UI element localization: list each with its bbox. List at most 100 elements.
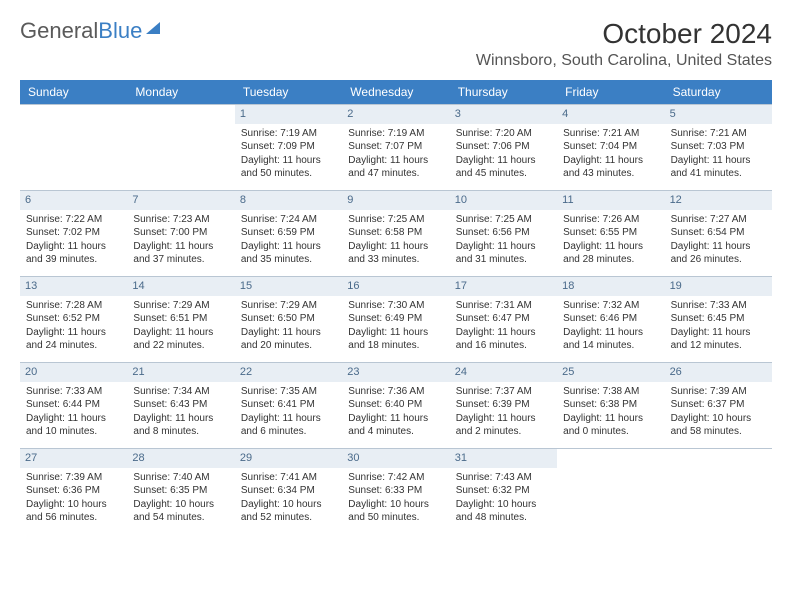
daylight-text: Daylight: 11 hours and 18 minutes. bbox=[348, 326, 443, 353]
sunrise-text: Sunrise: 7:42 AM bbox=[348, 471, 443, 485]
sunrise-text: Sunrise: 7:43 AM bbox=[456, 471, 551, 485]
calendar-header: SundayMondayTuesdayWednesdayThursdayFrid… bbox=[20, 80, 772, 104]
day-number: 16 bbox=[342, 277, 449, 296]
sunrise-text: Sunrise: 7:26 AM bbox=[563, 213, 658, 227]
sunrise-text: Sunrise: 7:21 AM bbox=[563, 127, 658, 141]
sunrise-text: Sunrise: 7:35 AM bbox=[241, 385, 336, 399]
day-number: 11 bbox=[557, 191, 664, 210]
daylight-text: Daylight: 11 hours and 22 minutes. bbox=[133, 326, 228, 353]
calendar-cell-empty bbox=[557, 448, 664, 534]
sunset-text: Sunset: 7:04 PM bbox=[563, 140, 658, 154]
sunset-text: Sunset: 6:55 PM bbox=[563, 226, 658, 240]
daylight-text: Daylight: 11 hours and 26 minutes. bbox=[671, 240, 766, 267]
sunset-text: Sunset: 6:43 PM bbox=[133, 398, 228, 412]
day-number: 13 bbox=[20, 277, 127, 296]
day-number: 22 bbox=[235, 363, 342, 382]
daylight-text: Daylight: 11 hours and 35 minutes. bbox=[241, 240, 336, 267]
sunrise-text: Sunrise: 7:39 AM bbox=[671, 385, 766, 399]
calendar-cell: 24Sunrise: 7:37 AMSunset: 6:39 PMDayligh… bbox=[450, 362, 557, 448]
daylight-text: Daylight: 10 hours and 48 minutes. bbox=[456, 498, 551, 525]
daylight-text: Daylight: 11 hours and 43 minutes. bbox=[563, 154, 658, 181]
day-number: 18 bbox=[557, 277, 664, 296]
calendar-cell: 30Sunrise: 7:42 AMSunset: 6:33 PMDayligh… bbox=[342, 448, 449, 534]
daylight-text: Daylight: 11 hours and 28 minutes. bbox=[563, 240, 658, 267]
sunrise-text: Sunrise: 7:38 AM bbox=[563, 385, 658, 399]
sunset-text: Sunset: 7:03 PM bbox=[671, 140, 766, 154]
day-number: 4 bbox=[557, 105, 664, 124]
daylight-text: Daylight: 10 hours and 56 minutes. bbox=[26, 498, 121, 525]
sunset-text: Sunset: 6:51 PM bbox=[133, 312, 228, 326]
sunrise-text: Sunrise: 7:32 AM bbox=[563, 299, 658, 313]
calendar-cell: 3Sunrise: 7:20 AMSunset: 7:06 PMDaylight… bbox=[450, 104, 557, 190]
calendar-cell: 1 Sunrise: 7:19 AMSunset: 7:09 PMDaylight… bbox=[235, 104, 342, 190]
sunrise-text: Sunrise: 7:29 AM bbox=[133, 299, 228, 313]
day-number: 15 bbox=[235, 277, 342, 296]
sunrise-text: Sunrise: 7:19 AM bbox=[241, 127, 336, 141]
day-number: 20 bbox=[20, 363, 127, 382]
day-number: 24 bbox=[450, 363, 557, 382]
page-title: October 2024 bbox=[602, 18, 772, 50]
weekday-header: Wednesday bbox=[342, 80, 449, 104]
daylight-text: Daylight: 11 hours and 37 minutes. bbox=[133, 240, 228, 267]
day-number: 21 bbox=[127, 363, 234, 382]
daylight-text: Daylight: 11 hours and 2 minutes. bbox=[456, 412, 551, 439]
sunset-text: Sunset: 6:50 PM bbox=[241, 312, 336, 326]
daylight-text: Daylight: 11 hours and 47 minutes. bbox=[348, 154, 443, 181]
calendar-cell: 15Sunrise: 7:29 AMSunset: 6:50 PMDayligh… bbox=[235, 276, 342, 362]
calendar-cell: 20Sunrise: 7:33 AMSunset: 6:44 PMDayligh… bbox=[20, 362, 127, 448]
daylight-text: Daylight: 11 hours and 50 minutes. bbox=[241, 154, 336, 181]
sunrise-text: Sunrise: 7:37 AM bbox=[456, 385, 551, 399]
calendar-cell: 17Sunrise: 7:31 AMSunset: 6:47 PMDayligh… bbox=[450, 276, 557, 362]
daylight-text: Daylight: 11 hours and 12 minutes. bbox=[671, 326, 766, 353]
daylight-text: Daylight: 11 hours and 8 minutes. bbox=[133, 412, 228, 439]
day-number: 3 bbox=[450, 105, 557, 124]
sunset-text: Sunset: 7:07 PM bbox=[348, 140, 443, 154]
day-number: 25 bbox=[557, 363, 664, 382]
sunset-text: Sunset: 6:38 PM bbox=[563, 398, 658, 412]
day-number: 1 bbox=[235, 105, 342, 124]
sunset-text: Sunset: 6:41 PM bbox=[241, 398, 336, 412]
sunrise-text: Sunrise: 7:28 AM bbox=[26, 299, 121, 313]
logo-part2: Blue bbox=[98, 18, 142, 43]
sunset-text: Sunset: 6:59 PM bbox=[241, 226, 336, 240]
sunset-text: Sunset: 7:06 PM bbox=[456, 140, 551, 154]
calendar-cell: 5 Sunrise: 7:21 AMSunset: 7:03 PMDaylight… bbox=[665, 104, 772, 190]
calendar-cell: 19Sunrise: 7:33 AMSunset: 6:45 PMDayligh… bbox=[665, 276, 772, 362]
daylight-text: Daylight: 11 hours and 24 minutes. bbox=[26, 326, 121, 353]
day-number: 5 bbox=[665, 105, 772, 124]
sunrise-text: Sunrise: 7:33 AM bbox=[26, 385, 121, 399]
day-number: 10 bbox=[450, 191, 557, 210]
sunrise-text: Sunrise: 7:33 AM bbox=[671, 299, 766, 313]
calendar-cell-empty bbox=[665, 448, 772, 534]
sunrise-text: Sunrise: 7:21 AM bbox=[671, 127, 766, 141]
daylight-text: Daylight: 10 hours and 58 minutes. bbox=[671, 412, 766, 439]
day-number: 12 bbox=[665, 191, 772, 210]
sunset-text: Sunset: 6:34 PM bbox=[241, 484, 336, 498]
sunset-text: Sunset: 7:09 PM bbox=[241, 140, 336, 154]
location-subtitle: Winnsboro, South Carolina, United States bbox=[20, 52, 772, 70]
sunset-text: Sunset: 6:36 PM bbox=[26, 484, 121, 498]
sunrise-text: Sunrise: 7:25 AM bbox=[348, 213, 443, 227]
sunset-text: Sunset: 6:32 PM bbox=[456, 484, 551, 498]
calendar-cell: 26Sunrise: 7:39 AMSunset: 6:37 PMDayligh… bbox=[665, 362, 772, 448]
calendar-cell: 2Sunrise: 7:19 AMSunset: 7:07 PMDaylight… bbox=[342, 104, 449, 190]
calendar-cell: 4 Sunrise: 7:21 AMSunset: 7:04 PMDaylight… bbox=[557, 104, 664, 190]
calendar-cell: 23Sunrise: 7:36 AMSunset: 6:40 PMDayligh… bbox=[342, 362, 449, 448]
sunset-text: Sunset: 6:56 PM bbox=[456, 226, 551, 240]
calendar-cell: 8Sunrise: 7:24 AMSunset: 6:59 PMDaylight… bbox=[235, 190, 342, 276]
logo-text: GeneralBlue bbox=[20, 18, 142, 44]
sunrise-text: Sunrise: 7:22 AM bbox=[26, 213, 121, 227]
sunrise-text: Sunrise: 7:29 AM bbox=[241, 299, 336, 313]
calendar-cell: 25Sunrise: 7:38 AMSunset: 6:38 PMDayligh… bbox=[557, 362, 664, 448]
sunrise-text: Sunrise: 7:25 AM bbox=[456, 213, 551, 227]
daylight-text: Daylight: 11 hours and 4 minutes. bbox=[348, 412, 443, 439]
sunset-text: Sunset: 6:54 PM bbox=[671, 226, 766, 240]
daylight-text: Daylight: 11 hours and 41 minutes. bbox=[671, 154, 766, 181]
sunset-text: Sunset: 6:45 PM bbox=[671, 312, 766, 326]
day-number: 23 bbox=[342, 363, 449, 382]
calendar-cell: 21Sunrise: 7:34 AMSunset: 6:43 PMDayligh… bbox=[127, 362, 234, 448]
sunset-text: Sunset: 6:58 PM bbox=[348, 226, 443, 240]
day-number: 30 bbox=[342, 449, 449, 468]
daylight-text: Daylight: 11 hours and 39 minutes. bbox=[26, 240, 121, 267]
sunset-text: Sunset: 6:35 PM bbox=[133, 484, 228, 498]
